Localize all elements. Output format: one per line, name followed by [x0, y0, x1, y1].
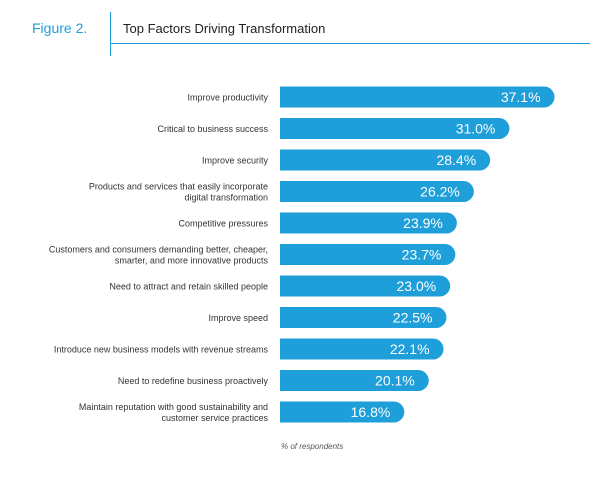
bar: [280, 307, 447, 328]
bar: [280, 338, 444, 360]
category-label: Improve security: [202, 156, 269, 166]
category-label: Customers and consumers demanding better…: [49, 245, 268, 255]
bar-value-label: 23.0%: [396, 278, 436, 294]
category-label: Competitive pressures: [178, 219, 268, 229]
bar-value-label: 22.5%: [393, 310, 433, 326]
x-axis-label: % of respondents: [281, 442, 344, 451]
figure-title: Top Factors Driving Transformation: [123, 21, 326, 36]
bar: [280, 212, 457, 234]
bar: [280, 118, 510, 139]
category-label: Improve speed: [208, 313, 268, 323]
bar: [280, 149, 491, 171]
category-label: Need to redefine business proactively: [118, 376, 269, 386]
bar-value-label: 37.1%: [501, 89, 541, 105]
bar-value-label: 31.0%: [456, 121, 496, 137]
bar: [280, 244, 456, 265]
bar: [280, 86, 555, 108]
bar: [280, 181, 474, 202]
category-label: Maintain reputation with good sustainabi…: [79, 402, 268, 412]
bar: [280, 401, 405, 423]
category-label: Critical to business success: [157, 124, 268, 134]
bar-value-label: 20.1%: [375, 373, 415, 389]
category-label: digital transformation: [184, 193, 268, 203]
category-label: Need to attract and retain skilled peopl…: [109, 282, 268, 292]
figure-label: Figure 2.: [32, 20, 88, 36]
bar-value-label: 26.2%: [420, 184, 460, 200]
bar-value-label: 22.1%: [390, 341, 430, 357]
bar-value-label: 23.9%: [403, 215, 443, 231]
category-label: smarter, and more innovative products: [115, 256, 269, 266]
bar-value-label: 23.7%: [402, 247, 442, 263]
category-label: Products and services that easily incorp…: [89, 182, 268, 192]
category-label: Improve productivity: [187, 93, 268, 103]
bar-value-label: 28.4%: [436, 152, 476, 168]
bar: [280, 370, 429, 391]
header-divider-horizontal: [110, 43, 590, 44]
category-label: Introduce new business models with reven…: [54, 345, 269, 355]
bar-value-label: 16.8%: [351, 404, 391, 420]
header-divider-vertical: [110, 12, 111, 56]
bar: [280, 275, 451, 297]
category-label: customer service practices: [161, 413, 268, 423]
